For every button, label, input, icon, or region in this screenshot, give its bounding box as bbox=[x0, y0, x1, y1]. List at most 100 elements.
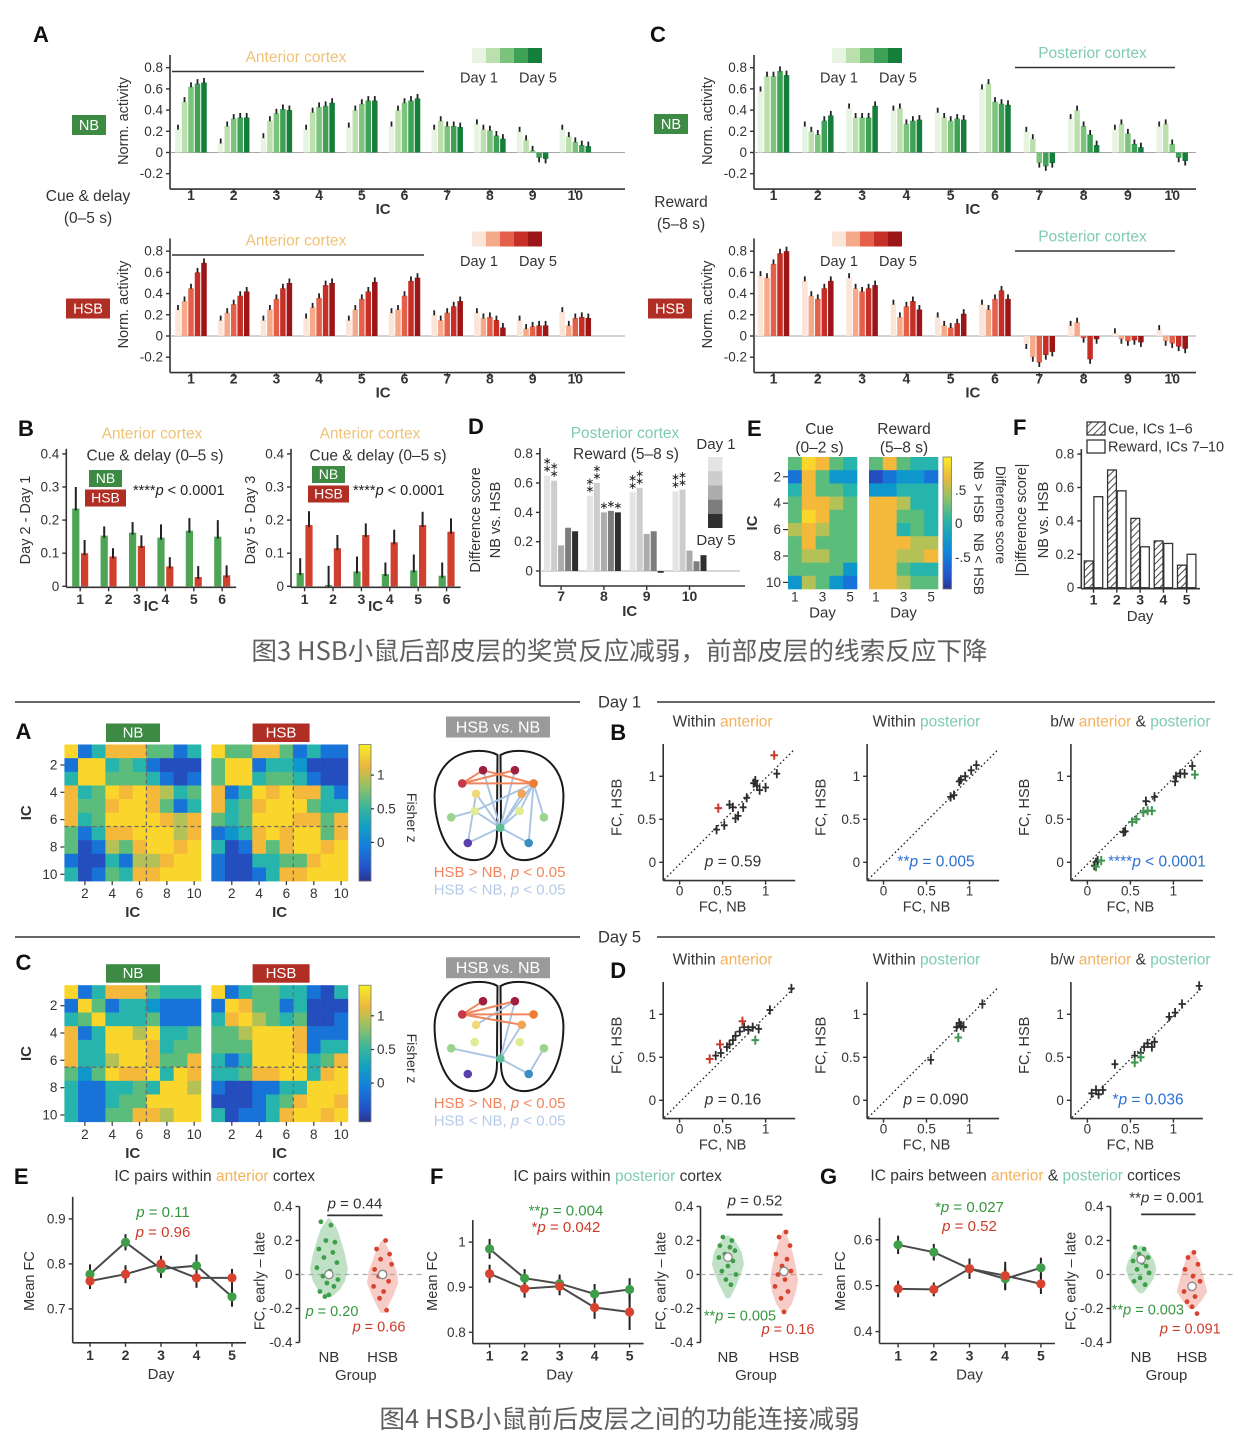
svg-text:6: 6 bbox=[283, 1127, 291, 1142]
svg-text:Day 5: Day 5 bbox=[598, 929, 641, 947]
svg-text:0.8: 0.8 bbox=[144, 244, 163, 259]
svg-text:b/w anterior & posterior: b/w anterior & posterior bbox=[1050, 952, 1210, 969]
svg-text:10: 10 bbox=[682, 588, 698, 604]
svg-text:p = 0.16: p = 0.16 bbox=[704, 1091, 761, 1108]
svg-text:Norm. activity: Norm. activity bbox=[116, 76, 132, 165]
svg-text:∗: ∗ bbox=[550, 461, 559, 473]
svg-text:1: 1 bbox=[486, 1348, 494, 1364]
svg-text:6: 6 bbox=[443, 591, 451, 607]
svg-text:10: 10 bbox=[568, 371, 584, 387]
svg-text:Norm. activity: Norm. activity bbox=[700, 76, 716, 165]
svg-text:Mean FC: Mean FC bbox=[833, 1251, 849, 1311]
svg-text:Group: Group bbox=[1146, 1367, 1188, 1384]
svg-text:1: 1 bbox=[76, 591, 84, 607]
svg-text:IC: IC bbox=[744, 515, 761, 530]
svg-text:C: C bbox=[650, 22, 666, 47]
svg-text:2: 2 bbox=[329, 591, 337, 607]
svg-text:1: 1 bbox=[86, 1347, 94, 1363]
svg-text:Day: Day bbox=[148, 1366, 175, 1383]
svg-text:G: G bbox=[820, 1164, 837, 1189]
svg-text:Within anterior: Within anterior bbox=[673, 952, 773, 969]
svg-text:1: 1 bbox=[770, 187, 778, 203]
svg-text:0: 0 bbox=[853, 855, 861, 870]
svg-text:NB: NB bbox=[717, 1349, 738, 1366]
svg-text:2: 2 bbox=[105, 591, 113, 607]
svg-text:0.4: 0.4 bbox=[728, 286, 747, 301]
svg-text:FC, early – late: FC, early – late bbox=[654, 1232, 670, 1330]
svg-text:4: 4 bbox=[108, 1127, 116, 1142]
svg-text:Reward, ICs 7–10: Reward, ICs 7–10 bbox=[1108, 440, 1224, 456]
svg-text:****p < 0.0001: ****p < 0.0001 bbox=[353, 483, 445, 499]
svg-text:10: 10 bbox=[334, 886, 349, 901]
svg-text:8: 8 bbox=[773, 549, 781, 564]
svg-text:1: 1 bbox=[770, 371, 778, 387]
svg-text:Cue, ICs 1–6: Cue, ICs 1–6 bbox=[1108, 422, 1193, 438]
svg-text:4: 4 bbox=[50, 1026, 58, 1041]
svg-text:5: 5 bbox=[228, 1347, 236, 1363]
svg-text:8: 8 bbox=[310, 886, 318, 901]
svg-text:1: 1 bbox=[377, 768, 385, 783]
svg-text:D: D bbox=[468, 414, 484, 439]
svg-text:0: 0 bbox=[676, 1122, 684, 1137]
svg-text:Within posterior: Within posterior bbox=[873, 952, 981, 969]
svg-text:HSB: HSB bbox=[367, 1349, 398, 1366]
svg-text:-0.2: -0.2 bbox=[269, 1301, 292, 1316]
svg-text:10: 10 bbox=[42, 867, 57, 882]
svg-text:5: 5 bbox=[947, 187, 955, 203]
svg-text:0: 0 bbox=[155, 145, 163, 160]
svg-text:8: 8 bbox=[1080, 187, 1088, 203]
svg-text:2: 2 bbox=[1113, 592, 1121, 608]
svg-text:0.8: 0.8 bbox=[728, 244, 747, 259]
svg-text:3: 3 bbox=[819, 590, 827, 605]
svg-text:∗: ∗ bbox=[592, 463, 601, 475]
svg-text:7: 7 bbox=[1035, 371, 1043, 387]
svg-text:1: 1 bbox=[853, 769, 861, 784]
svg-text:0: 0 bbox=[880, 884, 888, 899]
svg-text:0.4: 0.4 bbox=[265, 446, 284, 461]
svg-text:3: 3 bbox=[133, 591, 141, 607]
svg-text:8: 8 bbox=[486, 187, 494, 203]
svg-text:0.5: 0.5 bbox=[713, 884, 732, 899]
svg-text:2: 2 bbox=[122, 1347, 130, 1363]
svg-text:Fisher z: Fisher z bbox=[404, 1034, 420, 1084]
svg-text:4: 4 bbox=[255, 886, 263, 901]
svg-text:F: F bbox=[1013, 415, 1026, 440]
svg-text:p = 0.52: p = 0.52 bbox=[941, 1218, 997, 1235]
svg-text:0.5: 0.5 bbox=[713, 1122, 732, 1137]
svg-text:HSB < NB, p < 0.05: HSB < NB, p < 0.05 bbox=[434, 882, 566, 899]
svg-text:NB: NB bbox=[661, 117, 681, 133]
svg-text:8: 8 bbox=[163, 1127, 171, 1142]
svg-text:1: 1 bbox=[458, 1235, 466, 1250]
svg-text:8: 8 bbox=[486, 371, 494, 387]
svg-text:0.5: 0.5 bbox=[917, 884, 936, 899]
svg-text:NB > HSB: NB > HSB bbox=[971, 461, 986, 523]
svg-text:HSB > NB, p < 0.05: HSB > NB, p < 0.05 bbox=[434, 1095, 566, 1112]
svg-text:10: 10 bbox=[1164, 371, 1180, 387]
svg-text:IC: IC bbox=[144, 598, 159, 615]
svg-text:0.6: 0.6 bbox=[854, 1232, 873, 1247]
svg-text:Difference score: Difference score bbox=[993, 466, 1008, 564]
svg-text:0.9: 0.9 bbox=[447, 1280, 466, 1295]
svg-text:p = 0.090: p = 0.090 bbox=[902, 1091, 968, 1108]
svg-text:Anterior cortex: Anterior cortex bbox=[246, 233, 347, 250]
svg-text:4: 4 bbox=[773, 496, 781, 511]
svg-text:HSB vs. NB: HSB vs. NB bbox=[456, 960, 540, 977]
svg-text:HSB: HSB bbox=[655, 302, 685, 318]
svg-text:5: 5 bbox=[190, 591, 198, 607]
svg-text:0.2: 0.2 bbox=[144, 307, 163, 322]
svg-text:Anterior cortex: Anterior cortex bbox=[246, 49, 347, 66]
svg-text:4: 4 bbox=[1001, 1348, 1009, 1364]
svg-text:-0.4: -0.4 bbox=[670, 1335, 694, 1350]
svg-text:**p = 0.005: **p = 0.005 bbox=[897, 853, 974, 870]
svg-text:HSB: HSB bbox=[1177, 1349, 1208, 1366]
svg-text:0.2: 0.2 bbox=[1085, 1233, 1104, 1248]
svg-text:4: 4 bbox=[903, 187, 911, 203]
svg-text:4: 4 bbox=[162, 591, 170, 607]
svg-text:0: 0 bbox=[285, 1267, 293, 1282]
svg-text:1: 1 bbox=[894, 1348, 902, 1364]
svg-text:0.8: 0.8 bbox=[728, 60, 747, 75]
svg-text:p = 0.52: p = 0.52 bbox=[727, 1193, 783, 1210]
svg-text:Reward: Reward bbox=[877, 421, 930, 438]
svg-text:0: 0 bbox=[1096, 1267, 1104, 1282]
svg-text:3: 3 bbox=[556, 1348, 564, 1364]
